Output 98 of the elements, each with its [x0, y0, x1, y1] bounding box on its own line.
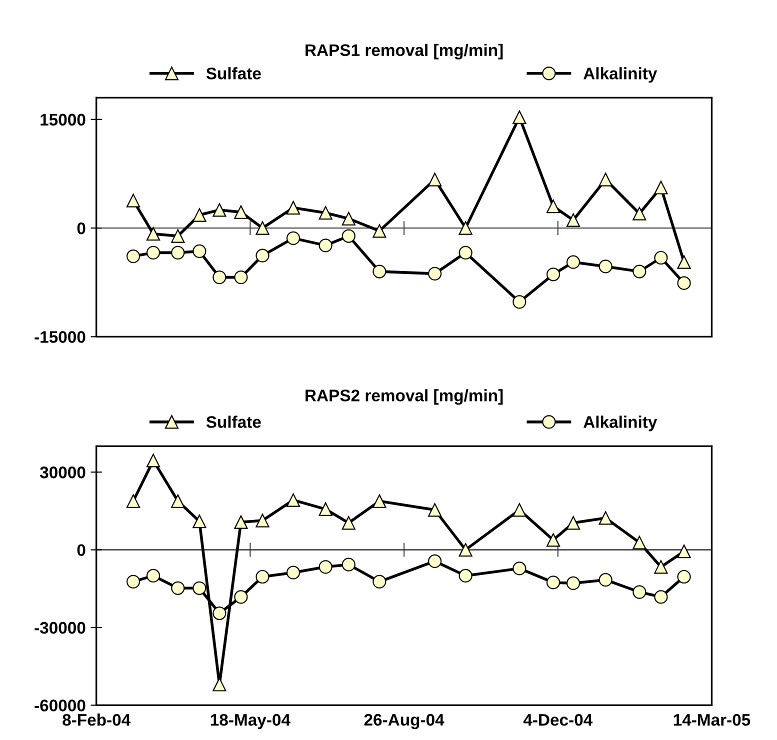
point	[126, 250, 140, 264]
point	[677, 544, 691, 558]
point	[256, 570, 270, 584]
point	[546, 533, 560, 547]
point	[372, 224, 386, 238]
y-tick-label: -30000	[34, 622, 86, 634]
point	[654, 590, 668, 604]
point	[146, 568, 160, 583]
point	[212, 203, 226, 217]
legend-label: Alkalinity	[584, 67, 658, 83]
y-tick-label: -15000	[34, 331, 86, 343]
point	[598, 511, 612, 525]
point	[234, 205, 248, 219]
point	[256, 514, 270, 528]
point	[286, 566, 300, 580]
point	[234, 270, 248, 284]
point	[146, 227, 160, 241]
point	[458, 221, 472, 235]
point	[677, 255, 691, 269]
y-tick-label: 0	[77, 544, 86, 556]
point	[458, 568, 472, 583]
x-tick-label: 26-Aug-04	[364, 714, 444, 730]
point	[342, 558, 356, 572]
x-tick-label: 14-Mar-05	[674, 714, 750, 726]
y-tick-label: 30000	[40, 466, 86, 478]
x-tick-label: 8-Feb-04	[62, 714, 131, 726]
point	[428, 554, 442, 568]
y-tick-label: 15000	[40, 114, 86, 126]
point	[342, 212, 356, 226]
point	[286, 231, 300, 245]
point	[192, 208, 206, 222]
point	[126, 574, 140, 588]
point	[512, 562, 526, 576]
point	[171, 581, 185, 595]
point	[342, 229, 356, 243]
point	[146, 246, 160, 260]
point	[632, 536, 646, 550]
point	[512, 503, 526, 517]
point	[598, 172, 612, 186]
x-tick-label: 18-May-04	[210, 714, 290, 730]
point	[598, 573, 612, 587]
chart-title: RAPS2 removal [mg/min]	[306, 389, 503, 405]
point	[192, 514, 206, 528]
point	[632, 264, 646, 278]
point	[286, 493, 300, 507]
point	[512, 295, 526, 309]
point	[654, 560, 668, 574]
point	[234, 590, 248, 604]
point	[342, 516, 356, 530]
point	[126, 494, 140, 508]
point	[372, 264, 386, 278]
point	[458, 543, 472, 557]
point	[171, 494, 185, 508]
point	[286, 200, 300, 215]
point	[428, 266, 442, 280]
point	[632, 585, 646, 599]
point	[546, 200, 560, 214]
point	[654, 250, 668, 265]
point	[566, 576, 580, 590]
point	[318, 560, 332, 574]
point	[372, 494, 386, 508]
point	[598, 260, 612, 274]
x-tick-label: 4-Dec-04	[523, 714, 593, 726]
point	[372, 574, 386, 588]
point	[512, 110, 526, 124]
point	[234, 515, 248, 529]
point	[256, 248, 270, 262]
legend-label: Alkalinity	[584, 416, 658, 432]
point	[256, 221, 270, 235]
point	[212, 678, 226, 692]
point	[546, 268, 560, 282]
legend-label: Sulfate	[206, 67, 261, 80]
point	[677, 570, 691, 584]
point	[192, 244, 206, 258]
point	[192, 581, 206, 595]
point	[677, 276, 691, 290]
point	[171, 229, 185, 243]
point	[318, 502, 332, 516]
point	[318, 206, 332, 220]
point	[566, 213, 580, 227]
point	[428, 172, 442, 186]
point	[428, 503, 442, 517]
point	[546, 576, 560, 590]
point	[212, 270, 226, 284]
point	[318, 238, 332, 252]
point	[458, 246, 472, 260]
point	[146, 454, 160, 468]
point	[566, 255, 580, 269]
legend-label: Sulfate	[206, 416, 261, 428]
point	[632, 206, 646, 220]
chart-title: RAPS1 removal [mg/min]	[306, 44, 503, 60]
y-tick-label: 0	[77, 222, 86, 234]
point	[126, 194, 140, 208]
point	[566, 516, 580, 530]
point	[171, 246, 185, 260]
point	[654, 180, 668, 194]
point	[212, 606, 226, 620]
y-tick-label: -60000	[34, 700, 86, 712]
